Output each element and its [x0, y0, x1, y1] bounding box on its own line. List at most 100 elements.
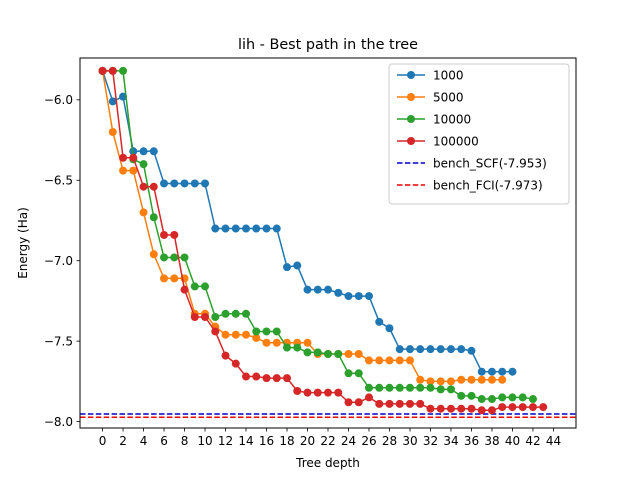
- data-point-s0-8: [180, 179, 189, 188]
- data-point-s0-12: [221, 224, 230, 233]
- data-point-s3-34: [446, 404, 455, 413]
- data-point-s0-27: [375, 317, 384, 326]
- data-point-s3-9: [190, 313, 199, 321]
- y-tick-label-1: −6.5: [44, 174, 73, 188]
- data-point-s3-2: [119, 153, 128, 162]
- data-point-s3-31: [416, 399, 425, 408]
- data-point-s1-34: [446, 377, 455, 386]
- data-point-s0-6: [160, 179, 169, 188]
- data-point-s1-2: [119, 166, 128, 175]
- data-point-s0-16: [262, 224, 271, 233]
- data-point-s0-30: [405, 345, 414, 354]
- data-point-s3-22: [324, 388, 332, 397]
- legend-label-4: bench_SCF(-7.953): [433, 156, 547, 170]
- data-point-s2-12: [221, 309, 230, 318]
- data-point-s2-31: [416, 383, 425, 392]
- data-point-s2-23: [334, 350, 343, 358]
- data-point-s1-7: [170, 274, 179, 283]
- data-point-s3-3: [129, 153, 138, 162]
- data-point-s1-15: [252, 333, 261, 342]
- data-point-s1-1: [108, 128, 117, 136]
- series-layer: [98, 66, 548, 415]
- data-point-s3-13: [231, 359, 240, 368]
- y-axis-label: Energy (Ha): [16, 207, 30, 279]
- data-point-s1-3: [129, 166, 138, 175]
- data-point-s3-15: [252, 372, 261, 381]
- chart-title: lih - Best path in the tree: [238, 37, 418, 53]
- x-tick-label-13: 26: [361, 434, 376, 448]
- legend-label-0: 1000: [433, 68, 464, 82]
- data-point-s1-12: [221, 330, 230, 339]
- data-point-s0-25: [354, 292, 363, 301]
- data-point-s0-23: [334, 288, 343, 297]
- data-point-s2-7: [170, 253, 179, 262]
- data-point-s3-10: [201, 313, 210, 321]
- data-point-s2-38: [487, 395, 496, 404]
- data-point-s3-12: [221, 351, 230, 360]
- data-point-s3-32: [426, 404, 435, 413]
- x-tick-label-16: 32: [423, 434, 438, 448]
- data-point-s1-28: [385, 356, 394, 365]
- data-point-s1-26: [364, 356, 373, 365]
- x-axis-label: Tree depth: [295, 456, 360, 470]
- data-point-s3-19: [293, 387, 302, 395]
- x-tick-label-2: 4: [140, 434, 148, 448]
- x-axis: 0 2 4 6 8 10 12 14 16 18 20 22 24 26 28 30 32 34 36 38 40 42 4…: [99, 428, 561, 448]
- data-point-s0-15: [252, 224, 261, 233]
- data-point-s1-13: [231, 330, 240, 339]
- data-point-s3-36: [467, 404, 476, 413]
- y-axis: −6.0 −6.5 −7.0 −7.5 −8.0: [44, 93, 80, 429]
- data-point-s1-35: [457, 375, 466, 384]
- data-point-s0-32: [426, 345, 435, 354]
- data-point-s0-9: [190, 179, 199, 188]
- data-point-s0-34: [446, 345, 455, 354]
- data-point-s2-37: [477, 395, 486, 404]
- data-point-s3-39: [498, 403, 507, 412]
- data-point-s0-38: [487, 367, 496, 376]
- data-point-s1-33: [436, 377, 445, 386]
- data-point-s2-13: [231, 309, 240, 318]
- data-point-s3-38: [487, 406, 496, 415]
- data-point-s3-18: [283, 374, 292, 383]
- data-point-s3-23: [334, 388, 343, 397]
- data-point-s0-36: [467, 346, 476, 355]
- data-point-s3-35: [457, 404, 466, 413]
- x-tick-label-8: 16: [259, 434, 274, 448]
- data-point-s1-27: [375, 356, 384, 365]
- data-point-s0-3: [129, 147, 138, 156]
- data-point-s1-24: [344, 350, 353, 358]
- data-point-s1-5: [149, 250, 158, 259]
- data-point-s3-0: [98, 66, 107, 75]
- data-point-s2-14: [242, 309, 251, 318]
- data-point-s3-1: [108, 66, 117, 75]
- data-point-s2-15: [252, 327, 261, 336]
- data-point-s0-26: [364, 292, 373, 301]
- data-point-s3-11: [211, 327, 220, 336]
- data-point-s1-20: [303, 338, 312, 347]
- data-point-s3-28: [385, 399, 394, 408]
- data-point-s2-19: [293, 343, 302, 352]
- data-point-s2-35: [457, 391, 466, 400]
- y-tick-label-4: −8.0: [44, 415, 73, 429]
- legend-label-5: bench_FCI(-7.973): [433, 178, 543, 192]
- data-point-s0-19: [293, 261, 302, 270]
- data-point-s3-20: [303, 388, 312, 397]
- x-tick-label-20: 40: [505, 434, 520, 448]
- x-tick-label-1: 2: [119, 434, 127, 448]
- data-point-s3-40: [508, 403, 517, 412]
- data-point-s2-6: [160, 253, 169, 262]
- data-point-s3-43: [539, 403, 548, 412]
- data-point-s0-21: [313, 285, 322, 294]
- data-point-s1-29: [395, 356, 404, 365]
- data-point-s3-6: [160, 230, 169, 239]
- data-point-s3-30: [405, 399, 414, 408]
- data-point-s3-25: [354, 398, 363, 407]
- x-tick-label-9: 18: [279, 434, 294, 448]
- data-point-s3-5: [149, 182, 158, 191]
- data-point-s3-8: [180, 285, 189, 294]
- data-point-s2-21: [313, 348, 322, 357]
- y-tick-label-2: −7.0: [44, 254, 73, 268]
- data-point-s1-32: [426, 377, 435, 386]
- x-tick-label-22: 44: [546, 434, 561, 448]
- legend-marker-3: [407, 137, 415, 145]
